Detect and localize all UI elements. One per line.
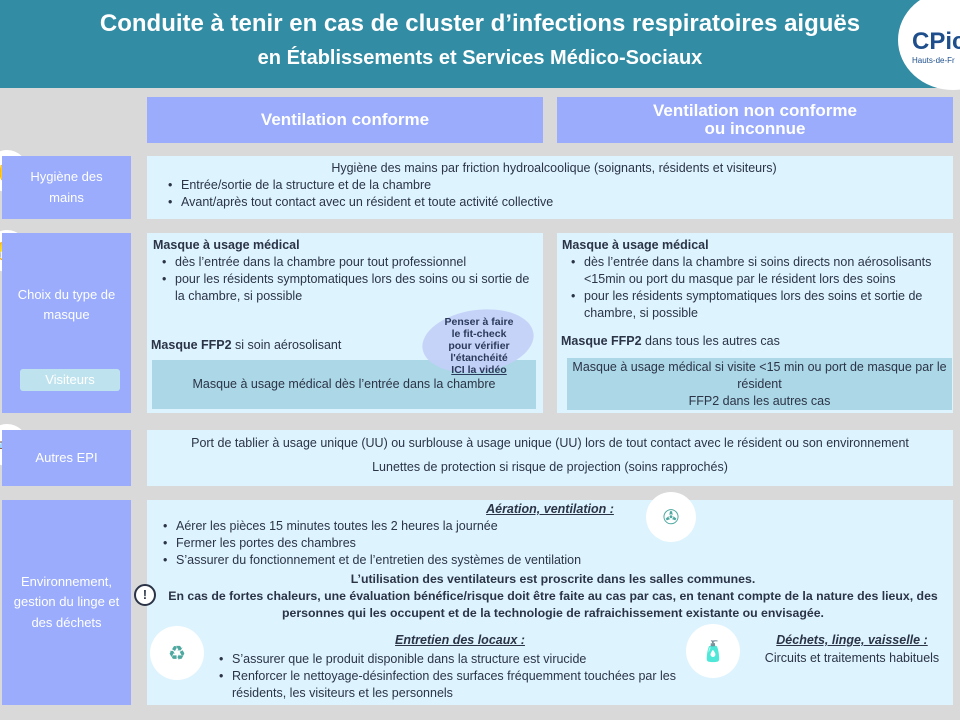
- row-label-hygiene: Hygiène des mains: [2, 156, 131, 219]
- hygiene-content: Hygiène des mains par friction hydroalco…: [147, 156, 953, 219]
- fit-line: Penser à faire: [444, 316, 514, 328]
- list-item: Fermer les portes des chambres: [160, 535, 581, 552]
- ffp2-bold: Masque FFP2: [151, 338, 232, 352]
- list-item: Renforcer le nettoyage-désinfection des …: [216, 668, 696, 702]
- list-item: Aérer les pièces 15 minutes toutes les 2…: [160, 518, 581, 535]
- col-line: ou inconnue: [704, 119, 806, 138]
- list-item: S’assurer du fonctionnement et de l’entr…: [160, 552, 581, 569]
- list-item: Avant/après tout contact avec un résiden…: [165, 194, 943, 211]
- epi-line: Port de tablier à usage unique (UU) ou s…: [191, 436, 909, 450]
- list-item: S’assurer que le produit disponible dans…: [216, 651, 696, 668]
- aeration-list: Aérer les pièces 15 minutes toutes les 2…: [160, 518, 581, 569]
- ffp2-rest: si soin aérosolisant: [231, 338, 342, 352]
- fitcheck-video-link[interactable]: ICI la vidéo: [451, 364, 507, 376]
- ffp2-rest: dans tous les autres cas: [641, 334, 780, 348]
- fit-line: pour vérifier l'étanchéité: [448, 340, 510, 364]
- spray-bottle-icon: 🧴: [686, 624, 740, 678]
- warning-line: L’utilisation des ventilateurs est prosc…: [350, 572, 756, 586]
- mask-heading: Masque à usage médical: [562, 238, 709, 252]
- epi-line: Lunettes de protection si risque de proj…: [372, 460, 728, 474]
- vis-line: Masque à usage médical si visite <15 min…: [572, 360, 947, 391]
- visitors-right: Masque à usage médical si visite <15 min…: [567, 358, 952, 410]
- fan-icon: ✇: [646, 492, 696, 542]
- logo-text: CPic: [912, 28, 960, 55]
- list-item: pour les résidents symptomatiques lors d…: [159, 271, 537, 305]
- column-header-conforme: Ventilation conforme: [147, 97, 543, 143]
- aeration-title: Aération, ventilation :: [486, 502, 614, 516]
- list-item: pour les résidents symptomatiques lors d…: [568, 288, 948, 322]
- list-item: dès l’entrée dans la chambre pour tout p…: [159, 254, 537, 271]
- epi-content: Port de tablier à usage unique (UU) ou s…: [147, 430, 953, 486]
- ffp2-bold: Masque FFP2: [561, 334, 642, 348]
- column-header-non-conforme: Ventilation non conforme ou inconnue: [557, 97, 953, 143]
- ffp2-line: Masque FFP2 dans tous les autres cas: [561, 334, 780, 348]
- warning-icon: !: [134, 584, 156, 606]
- page-subtitle: en Établissements et Services Médico-Soc…: [257, 47, 703, 69]
- ffp2-line: Masque FFP2 si soin aérosolisant: [151, 338, 341, 352]
- row-label-env: Environnement, gestion du linge et des d…: [2, 500, 131, 705]
- header-banner: [0, 0, 960, 88]
- entretien-list: S’assurer que le produit disponible dans…: [216, 651, 696, 702]
- page-title: Conduite à tenir en cas de cluster d’inf…: [99, 10, 861, 37]
- visitors-label: Visiteurs: [20, 369, 120, 391]
- fitcheck-note: Penser à faire le fit-check pour vérifie…: [420, 316, 538, 376]
- vis-line: FFP2 dans les autres cas: [688, 394, 831, 408]
- fit-line: le fit-check: [451, 328, 507, 340]
- list-item: dès l’entrée dans la chambre si soins di…: [568, 254, 948, 288]
- row-label-epi: Autres EPI: [2, 430, 131, 486]
- list-item: Entrée/sortie de la structure et de la c…: [165, 177, 943, 194]
- dechets-title: Déchets, linge, vaisselle :: [776, 633, 928, 647]
- hygiene-intro: Hygiène des mains par friction hydroalco…: [331, 161, 777, 175]
- recycle-icon: ♻: [150, 626, 204, 680]
- dechets-text: Circuits et traitements habituels: [764, 651, 940, 665]
- col-line: Ventilation non conforme: [652, 101, 857, 121]
- logo-subtext: Hauts-de-Fr: [912, 56, 955, 65]
- masque-right: Masque à usage médical dès l’entrée dans…: [557, 233, 953, 413]
- mask-heading: Masque à usage médical: [153, 238, 300, 252]
- warning-line: En cas de fortes chaleurs, une évaluatio…: [168, 589, 938, 620]
- warning-text: L’utilisation des ventilateurs est prosc…: [160, 571, 946, 622]
- entretien-title: Entretien des locaux :: [395, 633, 525, 647]
